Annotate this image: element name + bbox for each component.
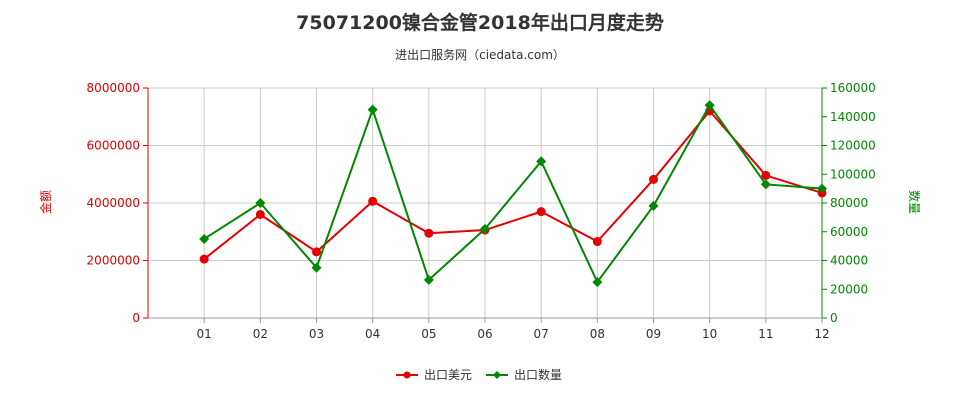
- chart-subtitle: 进出口服务网（ciedata.com）: [395, 48, 565, 62]
- data-point-diamond: [536, 156, 547, 167]
- y-left-tick-label: 8000000: [87, 81, 140, 95]
- data-point-diamond: [648, 200, 659, 211]
- data-point-diamond: [311, 262, 322, 273]
- data-point-diamond: [367, 104, 378, 115]
- y-axis-right-label: 数量: [907, 190, 922, 214]
- y-right-tick-label: 60000: [830, 225, 868, 239]
- data-point-circle: [312, 247, 321, 257]
- x-tick-label: 07: [534, 327, 549, 341]
- x-tick-label: 01: [197, 327, 212, 341]
- data-point-diamond: [817, 183, 827, 194]
- y-left-tick-label: 0: [132, 311, 140, 325]
- data-point-diamond: [423, 274, 434, 285]
- data-point-diamond: [480, 223, 490, 234]
- series: [199, 100, 827, 288]
- series-line-2: [203, 103, 823, 285]
- y-left-tick-label: 4000000: [87, 196, 140, 210]
- data-point-diamond: [760, 179, 771, 190]
- data-point-circle: [368, 196, 378, 206]
- legend-swatch-marker: [403, 371, 411, 379]
- y-right-tick-label: 20000: [830, 282, 868, 296]
- legend-swatch-marker: [493, 371, 501, 379]
- data-point-diamond: [199, 233, 210, 244]
- y-axis-left-label: 金额: [38, 190, 53, 214]
- data-point-circle: [424, 228, 434, 238]
- y-left-tick-label: 2000000: [87, 254, 140, 268]
- x-tick-label: 09: [646, 327, 661, 341]
- data-point-circle: [536, 207, 546, 217]
- x-tick-label: 10: [702, 327, 717, 341]
- y-right-tick-label: 0: [830, 311, 838, 325]
- legend-label: 出口美元: [424, 368, 472, 382]
- data-point-circle: [199, 254, 209, 264]
- x-tick-label: 12: [814, 327, 829, 341]
- legend-label: 出口数量: [514, 367, 562, 382]
- x-tick-label: 08: [590, 327, 605, 341]
- data-point-circle: [255, 210, 265, 219]
- y-left-tick-label: 6000000: [87, 139, 140, 153]
- x-tick-label: 04: [365, 327, 380, 341]
- x-tick-label: 11: [758, 327, 773, 341]
- data-point-circle: [761, 170, 771, 180]
- x-tick-label: 02: [253, 327, 268, 341]
- y-right-tick-label: 80000: [830, 196, 868, 210]
- y-right-tick-label: 140000: [830, 110, 876, 124]
- y-right-tick-label: 160000: [830, 81, 876, 95]
- data-point-circle: [649, 174, 658, 184]
- chart-title: 75071200镍合金管2018年出口月度走势: [296, 12, 664, 34]
- axes: 0 2000000 4000000 6000000 8000000 0 20000 40000…: [87, 81, 876, 341]
- x-tick-label: 05: [421, 327, 436, 341]
- x-tick-label: 03: [309, 327, 324, 341]
- y-right-tick-label: 40000: [830, 254, 868, 268]
- data-point-circle: [592, 237, 602, 247]
- data-point-diamond: [592, 277, 603, 288]
- legend: 出口美元 出口数量: [396, 367, 562, 382]
- series-line-1: [203, 109, 823, 260]
- y-right-tick-label: 100000: [830, 167, 876, 181]
- x-tick-label: 06: [477, 327, 492, 341]
- data-point-diamond: [704, 100, 715, 111]
- y-right-tick-label: 120000: [830, 139, 876, 153]
- data-point-diamond: [255, 198, 266, 208]
